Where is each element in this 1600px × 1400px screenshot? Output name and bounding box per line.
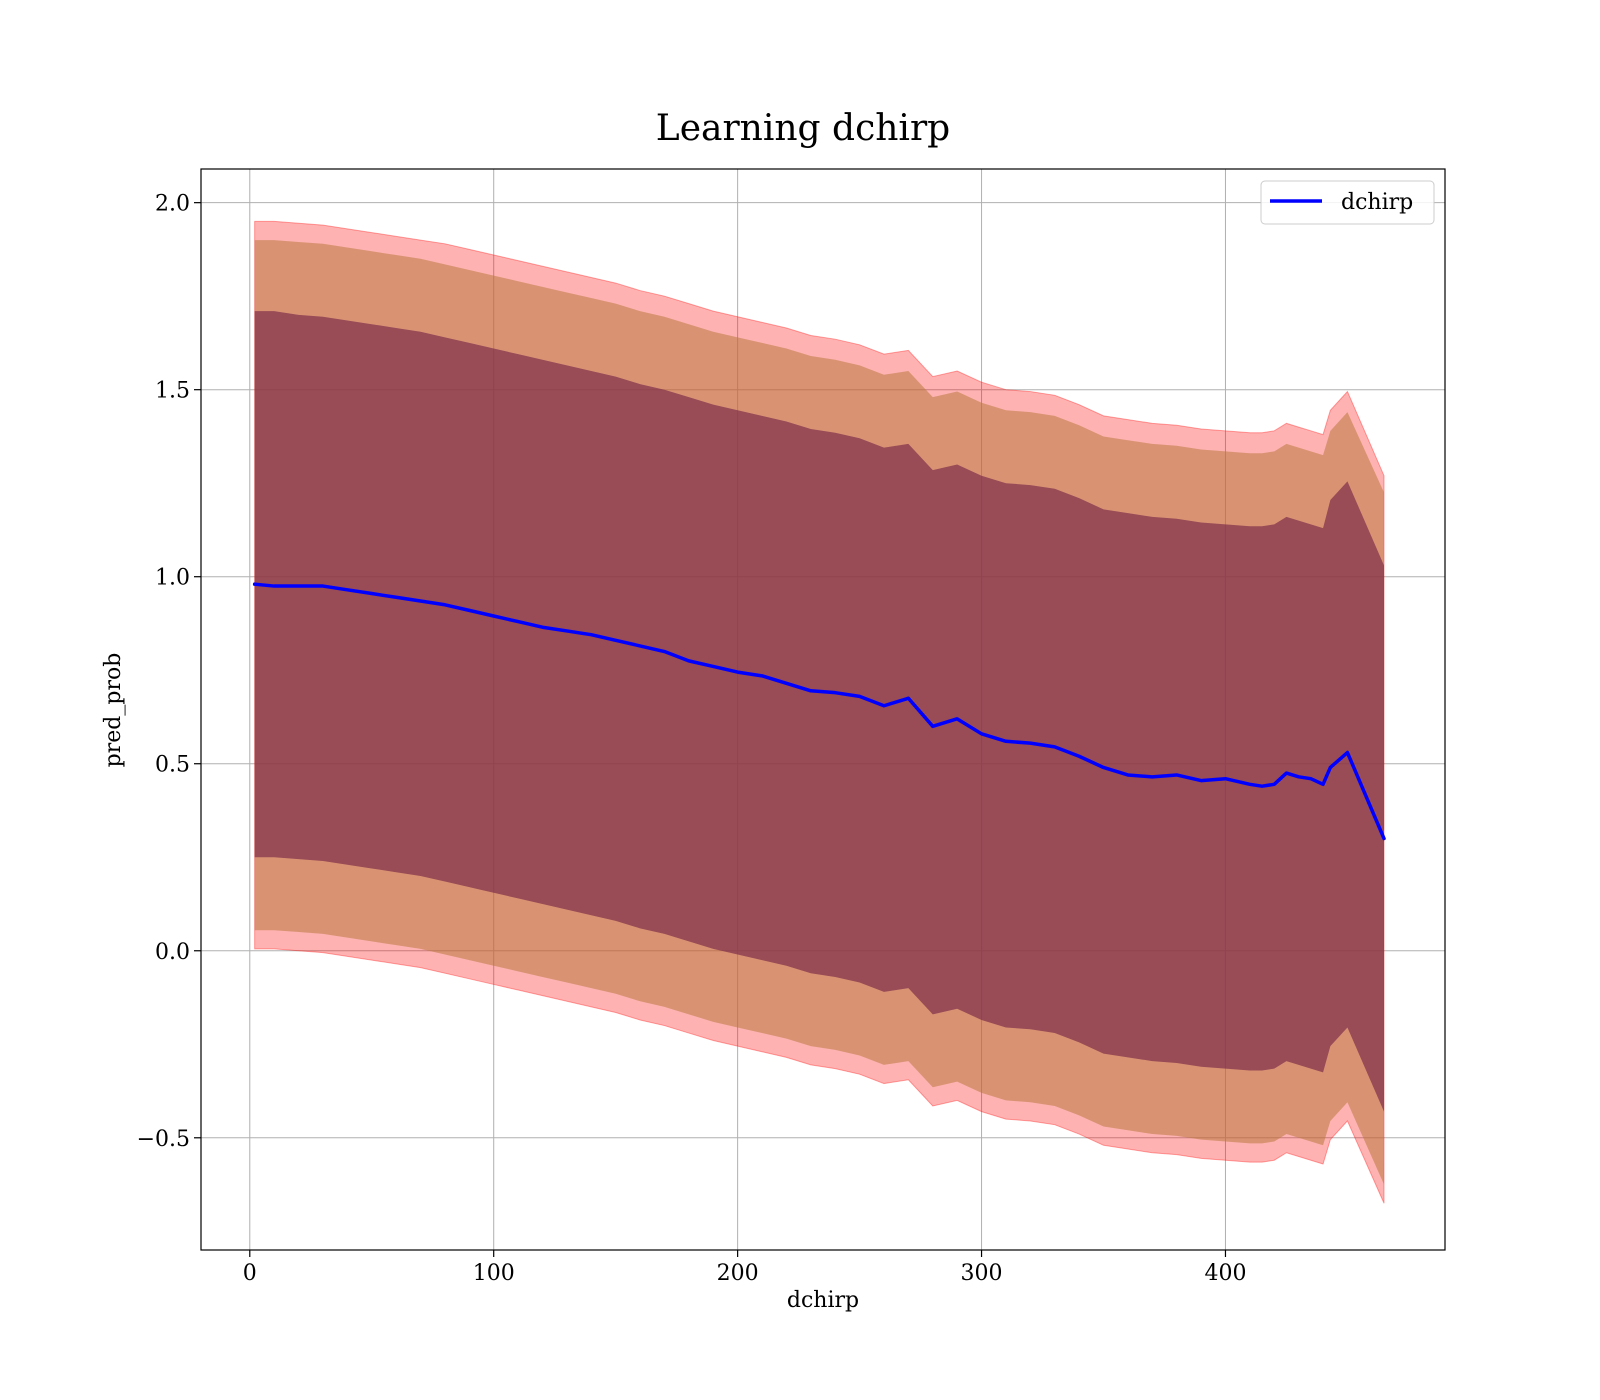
x-ticks: 0 100 200 300 400 <box>243 1250 1246 1286</box>
y-tick-label-3: 0.5 <box>155 753 190 778</box>
x-tick-label-200: 200 <box>717 1261 759 1286</box>
y-ticks: 2.0 1.5 1.0 0.5 0.0 −0.5 <box>137 192 201 1152</box>
band-inner <box>254 311 1385 1112</box>
series-layer <box>252 582 1386 841</box>
legend-entry-dchirp: dchirp <box>1341 190 1413 215</box>
legend-box <box>1260 180 1435 225</box>
x-tick-label-0: 0 <box>243 1261 257 1286</box>
chart-title: Learning dchirp <box>656 108 950 149</box>
legend: dchirp <box>1260 180 1435 225</box>
y-tick-label-1: 1.5 <box>155 379 190 404</box>
y-tick-label-5: −0.5 <box>137 1127 190 1152</box>
x-tick-label-300: 300 <box>961 1261 1003 1286</box>
y-tick-label-4: 0.0 <box>155 940 190 965</box>
y-tick-label-2: 1.0 <box>155 566 190 591</box>
y-tick-label-0: 2.0 <box>155 192 190 217</box>
plot-frame <box>200 168 1446 1251</box>
x-axis-label: dchirp <box>787 1288 859 1313</box>
x-tick-label-400: 400 <box>1204 1261 1246 1286</box>
y-axis-label: pred_prob <box>101 653 126 768</box>
uncertainty-bands <box>254 220 1385 1204</box>
x-tick-label-100: 100 <box>473 1261 515 1286</box>
series-line-dchirp <box>252 582 1386 841</box>
